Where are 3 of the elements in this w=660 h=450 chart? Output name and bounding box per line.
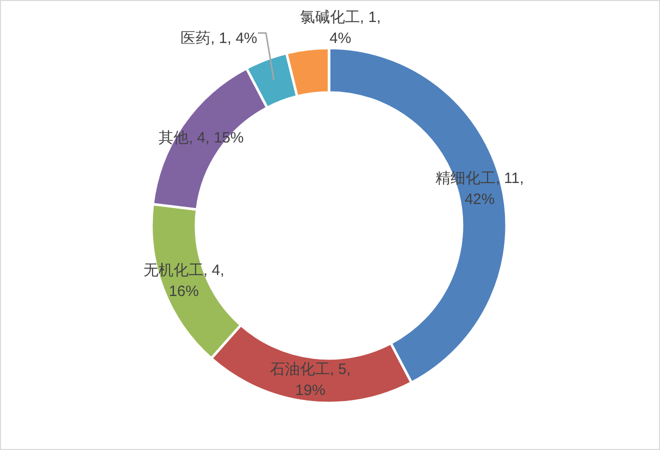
slice-label: 医药, 1, 4% xyxy=(180,30,258,46)
slice-label: 石油化工, 5, 19% xyxy=(270,360,351,399)
slice-label: 氯碱化工, 1, 4% xyxy=(300,8,381,46)
